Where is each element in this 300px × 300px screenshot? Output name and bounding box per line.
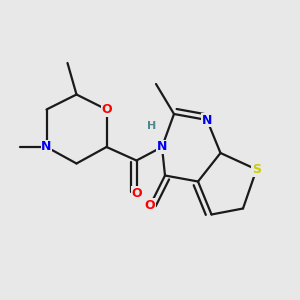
Text: S: S	[252, 163, 261, 176]
Text: O: O	[145, 199, 155, 212]
Text: N: N	[41, 140, 52, 154]
Text: N: N	[202, 113, 212, 127]
Text: O: O	[131, 187, 142, 200]
Text: H: H	[147, 121, 156, 131]
Text: O: O	[101, 103, 112, 116]
Text: N: N	[157, 140, 167, 154]
